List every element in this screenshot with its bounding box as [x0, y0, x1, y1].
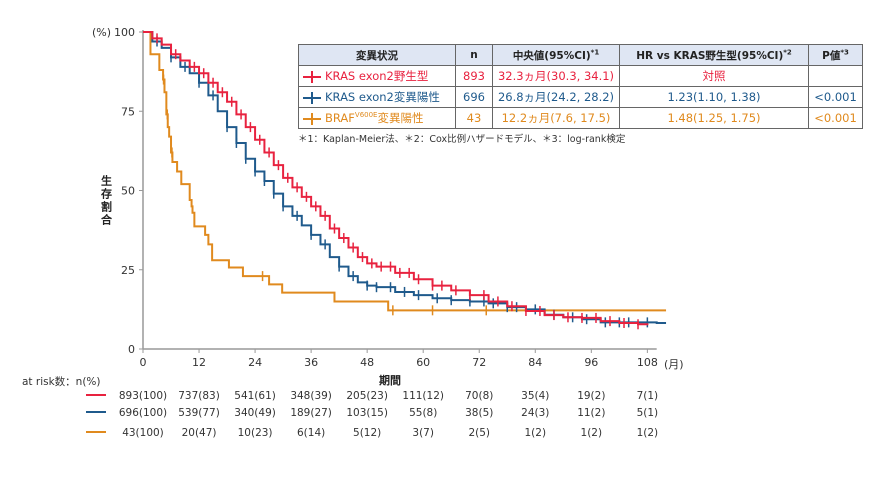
- at-risk-value: 1(2): [637, 427, 659, 439]
- p-cell: <0.001: [808, 86, 863, 108]
- header-hr: HR vs KRAS野生型(95%CI)*2: [619, 44, 809, 66]
- x-axis-label: 期間: [379, 373, 401, 387]
- at-risk-value: 1(2): [524, 427, 546, 439]
- x-tick-label: 36: [304, 356, 318, 369]
- status-cell: BRAFV600E変異陽性: [298, 107, 456, 129]
- at-risk-value: 111(12): [402, 390, 444, 402]
- x-tick-label: 24: [248, 356, 262, 369]
- y-tick-label: 75: [121, 105, 135, 118]
- legend-marker-icon: [303, 112, 321, 125]
- survival-curve: [143, 31, 667, 312]
- at-risk-value: 19(2): [577, 390, 605, 402]
- at-risk-value: 11(2): [577, 407, 605, 419]
- footnote: ＊1：Kaplan-Meier法、＊2：Cox比例ハザードモデル、＊3：log-…: [298, 134, 626, 145]
- y-unit: (%): [92, 26, 111, 39]
- table-row: BRAFV600E変異陽性 43 12.2ヵ月(7.6, 17.5) 1.48(…: [298, 107, 863, 129]
- at-risk-value: 103(15): [346, 407, 388, 419]
- y-tick-label: 0: [128, 343, 135, 356]
- at-risk-value: 35(4): [521, 390, 549, 402]
- header-status: 変異状況: [298, 44, 456, 66]
- x-unit: (月): [664, 358, 684, 371]
- at-risk-value: 6(14): [297, 427, 325, 439]
- y-axis-label: 生存割合: [100, 174, 113, 227]
- at-risk-value: 737(83): [178, 390, 220, 402]
- hr-cell: 1.48(1.25, 1.75): [619, 107, 809, 129]
- at-risk-value: 3(7): [412, 427, 434, 439]
- y-tick-label: 25: [121, 264, 135, 277]
- legend-marker-icon: [303, 91, 321, 104]
- median-cell: 12.2ヵ月(7.6, 17.5): [492, 107, 620, 129]
- header-n: n: [455, 44, 493, 66]
- at-risk-value: 55(8): [409, 407, 437, 419]
- status-cell: KRAS exon2野生型: [298, 65, 456, 87]
- at-risk-value: 1(2): [581, 427, 603, 439]
- at-risk-value: 24(3): [521, 407, 549, 419]
- at-risk-value: 5(1): [637, 407, 659, 419]
- at-risk-value: 5(12): [353, 427, 381, 439]
- at-risk-value: 893(100): [119, 390, 167, 402]
- at-risk-value: 20(47): [182, 427, 217, 439]
- at-risk-value: 38(5): [465, 407, 493, 419]
- n-cell: 696: [455, 86, 493, 108]
- at-risk-label: at risk数：n(%): [22, 375, 101, 388]
- at-risk-value: 7(1): [637, 390, 659, 402]
- y-tick-label: 100: [114, 26, 135, 39]
- at-risk-value: 348(39): [290, 390, 332, 402]
- at-risk-value: 10(23): [238, 427, 273, 439]
- x-tick-label: 0: [140, 356, 147, 369]
- at-risk-value: 43(100): [122, 427, 164, 439]
- median-cell: 32.3ヵ月(30.3, 34.1): [492, 65, 620, 87]
- at-risk-value: 205(23): [346, 390, 388, 402]
- survival-curve: [143, 31, 649, 326]
- header-p: P値*3: [808, 44, 863, 66]
- at-risk-value: 539(77): [178, 407, 220, 419]
- x-tick-label: 72: [472, 356, 486, 369]
- x-tick-label: 12: [192, 356, 206, 369]
- hr-cell: 1.23(1.10, 1.38): [619, 86, 809, 108]
- y-tick-label: 50: [121, 185, 135, 198]
- table-header-row: 変異状況 n 中央値(95%CI)*1 HR vs KRAS野生型(95%CI)…: [298, 44, 863, 66]
- x-tick-label: 48: [360, 356, 374, 369]
- at-risk-value: 340(49): [234, 407, 276, 419]
- x-tick-label: 96: [584, 356, 598, 369]
- at-risk-value: 541(61): [234, 390, 276, 402]
- legend-marker-icon: [303, 70, 321, 83]
- at-risk-value: 2(5): [468, 427, 490, 439]
- n-cell: 43: [455, 107, 493, 129]
- hr-cell: 対照: [619, 65, 809, 87]
- at-risk-value: 189(27): [290, 407, 332, 419]
- table-row: KRAS exon2変異陽性 696 26.8ヵ月(24.2, 28.2) 1.…: [298, 86, 863, 108]
- x-tick-label: 84: [528, 356, 542, 369]
- table-row: KRAS exon2野生型 893 32.3ヵ月(30.3, 34.1) 対照: [298, 65, 863, 87]
- p-cell: <0.001: [808, 107, 863, 129]
- status-cell: KRAS exon2変異陽性: [298, 86, 456, 108]
- summary-table: 変異状況 n 中央値(95%CI)*1 HR vs KRAS野生型(95%CI)…: [298, 44, 863, 129]
- header-median: 中央値(95%CI)*1: [492, 44, 620, 66]
- at-risk-value: 70(8): [465, 390, 493, 402]
- at-risk-value: 696(100): [119, 407, 167, 419]
- p-cell: [808, 65, 863, 87]
- x-tick-label: 108: [637, 356, 658, 369]
- median-cell: 26.8ヵ月(24.2, 28.2): [492, 86, 620, 108]
- x-tick-label: 60: [416, 356, 430, 369]
- n-cell: 893: [455, 65, 493, 87]
